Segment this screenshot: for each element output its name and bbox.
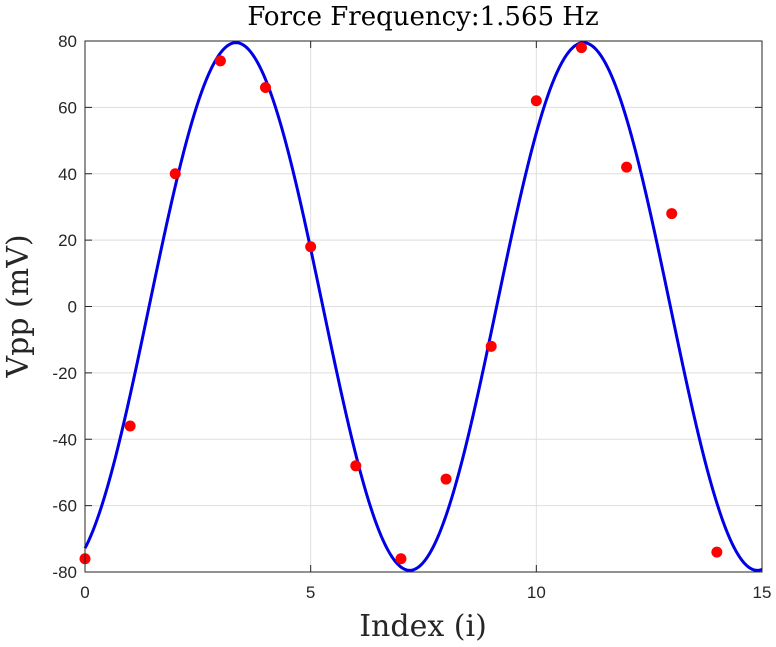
data-point — [395, 553, 407, 565]
data-point — [350, 460, 362, 472]
chart-title: Force Frequency:1.565 Hz — [247, 2, 598, 32]
data-point — [530, 95, 542, 107]
data-point — [124, 420, 136, 432]
y-tick-label: -40 — [52, 430, 77, 449]
tick-labels: 0 5 10 15 -80 -60 -40 -20 0 20 40 60 80 — [52, 32, 771, 602]
y-tick-label: 80 — [58, 32, 77, 51]
y-tick-label: 60 — [58, 98, 77, 117]
y-tick-label: 40 — [58, 165, 77, 184]
data-points — [79, 42, 723, 565]
fit-curve-layer — [83, 41, 763, 572]
fit-curve — [83, 41, 763, 572]
x-tick-label: 0 — [80, 583, 89, 602]
data-point — [485, 340, 497, 352]
y-tick-label: -60 — [52, 497, 77, 516]
data-point — [440, 473, 452, 485]
y-tick-label: 20 — [58, 231, 77, 250]
x-tick-label: 15 — [753, 583, 772, 602]
data-point — [575, 42, 587, 54]
data-point — [260, 81, 272, 93]
grid — [85, 41, 762, 572]
x-tick-label: 5 — [306, 583, 315, 602]
data-point — [214, 55, 226, 67]
data-point — [305, 241, 317, 253]
y-axis-label: Vpp (mV) — [1, 234, 36, 378]
x-axis-label: Index (i) — [359, 609, 487, 644]
data-point — [169, 168, 181, 180]
y-tick-label: 0 — [68, 298, 77, 317]
x-tick-label: 10 — [527, 583, 546, 602]
data-point — [666, 208, 678, 220]
y-tick-label: -20 — [52, 364, 77, 383]
data-point — [621, 161, 633, 173]
tick-marks — [84, 40, 763, 573]
y-tick-label: -80 — [52, 563, 77, 582]
data-point — [711, 546, 723, 558]
